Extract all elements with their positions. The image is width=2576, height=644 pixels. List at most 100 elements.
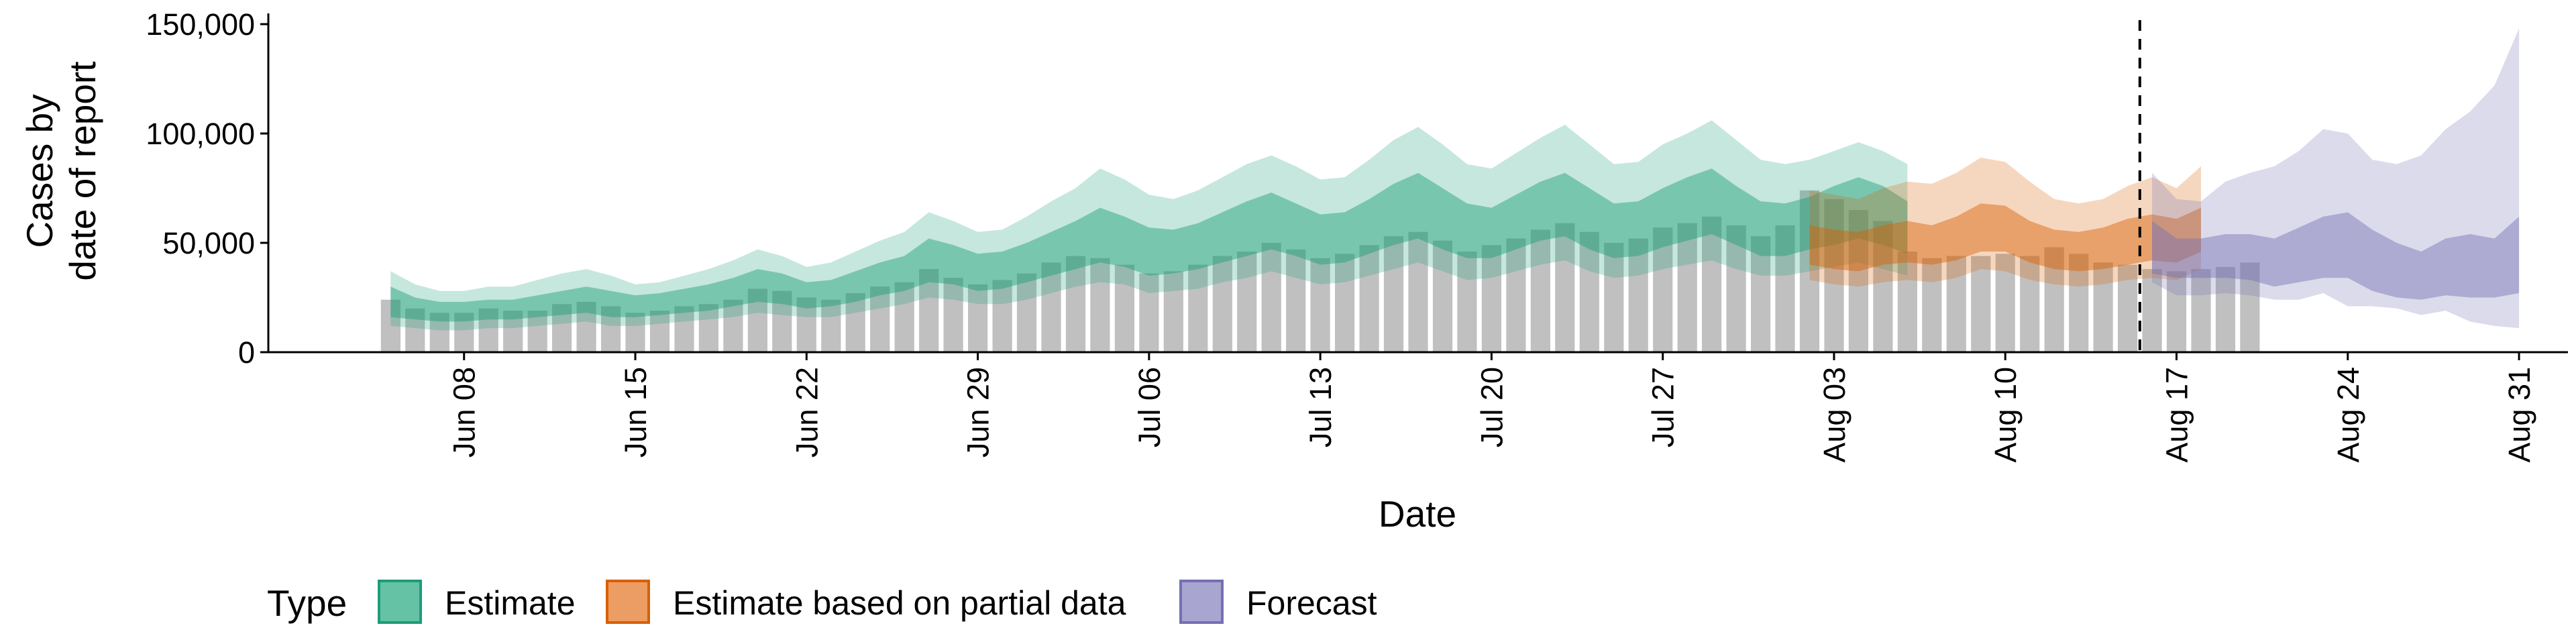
observed-bar (576, 302, 596, 352)
observed-bar (601, 306, 621, 352)
observed-bar (1335, 254, 1355, 352)
legend-swatch (378, 580, 422, 624)
axes-layer: 0 50,000 100,000 150,000 Jun 08 Jun 15 Jun 22 J… (146, 7, 2568, 463)
observed-bar (1114, 264, 1134, 352)
observed-bar (894, 282, 914, 352)
observed-bar (1628, 238, 1648, 352)
legend-item: Forecast (1179, 580, 1377, 624)
ribbons-layer (390, 28, 2520, 331)
observed-bar (1530, 229, 1550, 352)
observed-bar (674, 306, 694, 352)
y-tick-label: 0 (238, 335, 255, 370)
observed-bar (1457, 252, 1477, 352)
observed-bar (2191, 269, 2211, 352)
legend-label: Estimate (445, 584, 576, 622)
observed-bar (1726, 225, 1746, 352)
observed-bar (1604, 243, 1624, 352)
y-axis-title-line1: Cases by (19, 94, 60, 248)
x-tick-label: Jun 29 (961, 367, 996, 458)
observed-bar (845, 293, 865, 352)
legend-label: Forecast (1246, 584, 1377, 622)
observed-bar (1506, 238, 1526, 352)
observed-bar (478, 308, 498, 352)
x-tick-label: Aug 31 (2502, 367, 2536, 463)
observed-bar (772, 290, 792, 352)
observed-bar (2044, 247, 2064, 352)
observed-bar (1946, 256, 1966, 352)
observed-bar (1555, 223, 1575, 352)
observed-bar (1041, 262, 1061, 352)
x-tick-label: Jul 13 (1303, 367, 1338, 447)
observed-bar (1310, 258, 1330, 352)
observed-bar (1897, 252, 1917, 352)
observed-bar (625, 313, 645, 352)
observed-bar (1971, 256, 1991, 352)
estimate-90-band (390, 120, 1908, 331)
observed-bar (2020, 256, 2040, 352)
estimate-based-on-partial-data-90-band (1809, 157, 2201, 287)
x-axis-title: Date (1379, 493, 1456, 535)
observed-bar (2069, 254, 2089, 352)
observed-bar (1188, 264, 1208, 352)
forecast-50-band (2152, 212, 2520, 300)
observed-bar (1653, 227, 1673, 352)
observed-bar (1237, 252, 1257, 352)
x-tick-label: Aug 03 (1817, 367, 1851, 463)
observed-bar (1751, 236, 1771, 352)
observed-bar (552, 304, 572, 352)
observed-bar (1775, 225, 1795, 352)
observed-bars-layer (380, 190, 2260, 352)
observed-bar (1408, 231, 1428, 352)
observed-bar (1212, 256, 1232, 352)
observed-bar (1799, 190, 1820, 352)
observed-bar (649, 311, 670, 352)
legend-label: Estimate based on partial data (673, 584, 1126, 622)
observed-bar (796, 297, 816, 352)
observed-bar (527, 311, 547, 352)
observed-bar (2240, 262, 2260, 352)
observed-bar (698, 304, 718, 352)
observed-bar (1286, 249, 1306, 352)
observed-bar (1677, 223, 1697, 352)
observed-bar (1995, 254, 2015, 352)
observed-bar (1359, 245, 1379, 352)
observed-bar (1824, 199, 1844, 352)
observed-bar (1873, 221, 1893, 352)
observed-bar (1579, 231, 1599, 352)
observed-bar (380, 299, 400, 352)
legend-title: Type (267, 582, 347, 624)
legend-swatch (606, 580, 650, 624)
y-tick-label: 50,000 (162, 226, 255, 260)
x-tick-label: Aug 10 (1988, 367, 2023, 463)
observed-bar (1702, 216, 1722, 352)
observed-bar (2166, 271, 2187, 352)
observed-bar (870, 286, 890, 352)
legend-item: Estimate (378, 580, 576, 624)
observed-bar (405, 308, 425, 352)
forecast-90-band (2152, 28, 2520, 329)
observed-bar (503, 311, 523, 352)
observed-bar (943, 278, 963, 352)
observed-bar (2118, 264, 2138, 352)
observed-bar (1481, 245, 1501, 352)
y-tick-label: 150,000 (146, 7, 255, 42)
observed-bar (821, 299, 841, 352)
observed-bar (2215, 266, 2236, 352)
observed-bar (429, 313, 449, 352)
x-tick-label: Jun 15 (619, 367, 653, 458)
observed-bar (919, 269, 939, 352)
observed-bar (747, 288, 767, 352)
estimate-based-on-partial-data-50-band (1809, 203, 2201, 272)
observed-bar (2093, 262, 2113, 352)
observed-bar (1922, 258, 1942, 352)
estimate-50-band (390, 168, 1908, 322)
x-tick-label: Jul 06 (1132, 367, 1167, 447)
y-tick-label: 100,000 (146, 117, 255, 151)
observed-bar (1139, 273, 1159, 352)
x-tick-label: Jul 20 (1474, 367, 1509, 447)
observed-bar (1383, 236, 1404, 352)
observed-bar (1016, 273, 1037, 352)
legend-items: Estimate Estimate based on partial data Fo… (378, 580, 1377, 624)
observed-bar (968, 284, 988, 352)
